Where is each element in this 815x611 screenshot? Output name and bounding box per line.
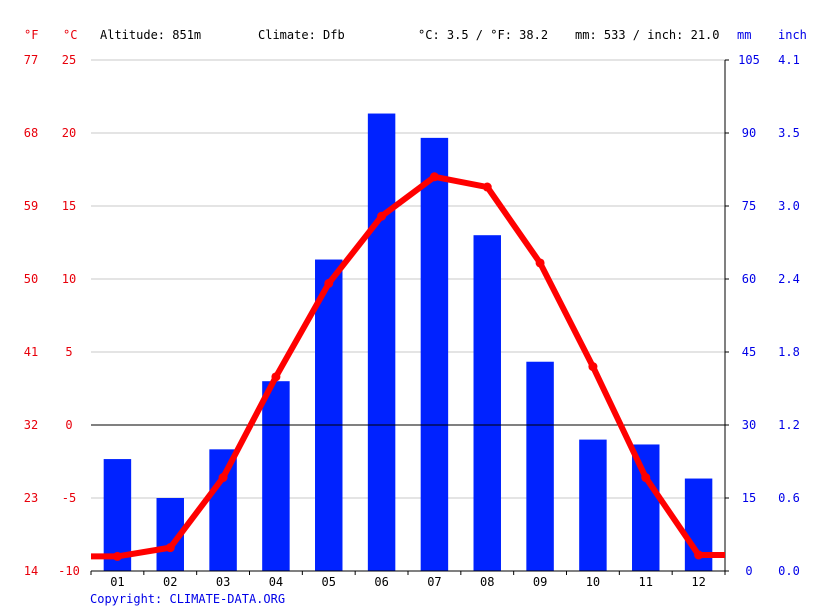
- inch-tick-label: 3.5: [778, 126, 800, 140]
- temperature-point: [429, 172, 439, 182]
- temperature-point: [324, 278, 334, 288]
- mm-tick-label: 105: [738, 53, 760, 67]
- x-tick-label: 11: [639, 575, 653, 589]
- celsius-tick-label: 25: [62, 53, 76, 67]
- x-tick-label: 05: [322, 575, 336, 589]
- temperature-point: [377, 211, 387, 221]
- temperature-line: [91, 173, 725, 560]
- climate-label: Climate: Dfb: [258, 28, 345, 42]
- inch-tick-label: 0.0: [778, 564, 800, 578]
- fahrenheit-unit-label: °F: [24, 28, 39, 42]
- inch-tick-label: 0.6: [778, 491, 800, 505]
- x-tick-label: 02: [163, 575, 177, 589]
- celsius-tick-label: 10: [62, 272, 76, 286]
- inch-unit-label: inch: [778, 28, 807, 42]
- precipitation-bar: [209, 449, 237, 571]
- celsius-unit-label: °C: [63, 28, 78, 42]
- x-tick-label: 03: [216, 575, 230, 589]
- mm-tick-label: 60: [742, 272, 756, 286]
- average-temperature-label: °C: 3.5 / °F: 38.2: [418, 28, 549, 42]
- inch-tick-label: 1.8: [778, 345, 800, 359]
- x-tick-label: 01: [110, 575, 124, 589]
- inch-tick-label: 4.1: [778, 53, 800, 67]
- temperature-point: [588, 362, 598, 372]
- fahrenheit-tick-label: 50: [24, 272, 38, 286]
- celsius-tick-label: 5: [65, 345, 72, 359]
- fahrenheit-tick-label: 23: [24, 491, 38, 505]
- altitude-label: Altitude: 851m: [100, 28, 202, 42]
- copyright-link[interactable]: Copyright: CLIMATE-DATA.ORG: [90, 592, 286, 606]
- mm-tick-label: 75: [742, 199, 756, 213]
- x-tick-label: 04: [269, 575, 283, 589]
- temperature-point: [165, 543, 175, 553]
- mm-tick-label: 30: [742, 418, 756, 432]
- temperature-point: [641, 473, 651, 483]
- celsius-tick-label: 20: [62, 126, 76, 140]
- fahrenheit-tick-label: 68: [24, 126, 38, 140]
- fahrenheit-tick-label: 41: [24, 345, 38, 359]
- fahrenheit-tick-label: 32: [24, 418, 38, 432]
- precipitation-bar: [473, 235, 501, 571]
- precipitation-bar: [367, 113, 396, 572]
- celsius-tick-label: 0: [65, 418, 72, 432]
- x-tick-label: 10: [586, 575, 600, 589]
- mm-tick-label: 45: [742, 345, 756, 359]
- fahrenheit-tick-label: 14: [24, 564, 38, 578]
- x-tick-label: 09: [533, 575, 547, 589]
- x-tick-label: 12: [691, 575, 705, 589]
- mm-tick-label: 90: [742, 126, 756, 140]
- temperature-point: [218, 473, 228, 483]
- inch-tick-label: 1.2: [778, 418, 800, 432]
- fahrenheit-tick-label: 77: [24, 53, 38, 67]
- precipitation-bar: [526, 361, 554, 571]
- fahrenheit-tick-label: 59: [24, 199, 38, 213]
- precipitation-bar: [632, 444, 660, 571]
- inch-tick-label: 3.0: [778, 199, 800, 213]
- celsius-tick-label: -10: [58, 564, 80, 578]
- celsius-tick-label: -5: [62, 491, 76, 505]
- celsius-tick-label: 15: [62, 199, 76, 213]
- temperature-point: [482, 182, 492, 192]
- precipitation-bar: [420, 137, 449, 571]
- temperature-point: [694, 550, 704, 560]
- x-tick-label: 08: [480, 575, 494, 589]
- x-tick-label: 06: [374, 575, 388, 589]
- temperature-point: [535, 258, 545, 268]
- total-precipitation-label: mm: 533 / inch: 21.0: [575, 28, 720, 42]
- precipitation-bar: [262, 381, 290, 571]
- temperature-point: [112, 551, 122, 561]
- precipitation-bar: [579, 439, 607, 571]
- mm-unit-label: mm: [737, 28, 752, 42]
- mm-tick-label: 0: [745, 564, 752, 578]
- precipitation-bar: [315, 259, 343, 571]
- temperature-point: [271, 372, 281, 382]
- mm-tick-label: 15: [742, 491, 756, 505]
- inch-tick-label: 2.4: [778, 272, 800, 286]
- x-tick-label: 07: [427, 575, 441, 589]
